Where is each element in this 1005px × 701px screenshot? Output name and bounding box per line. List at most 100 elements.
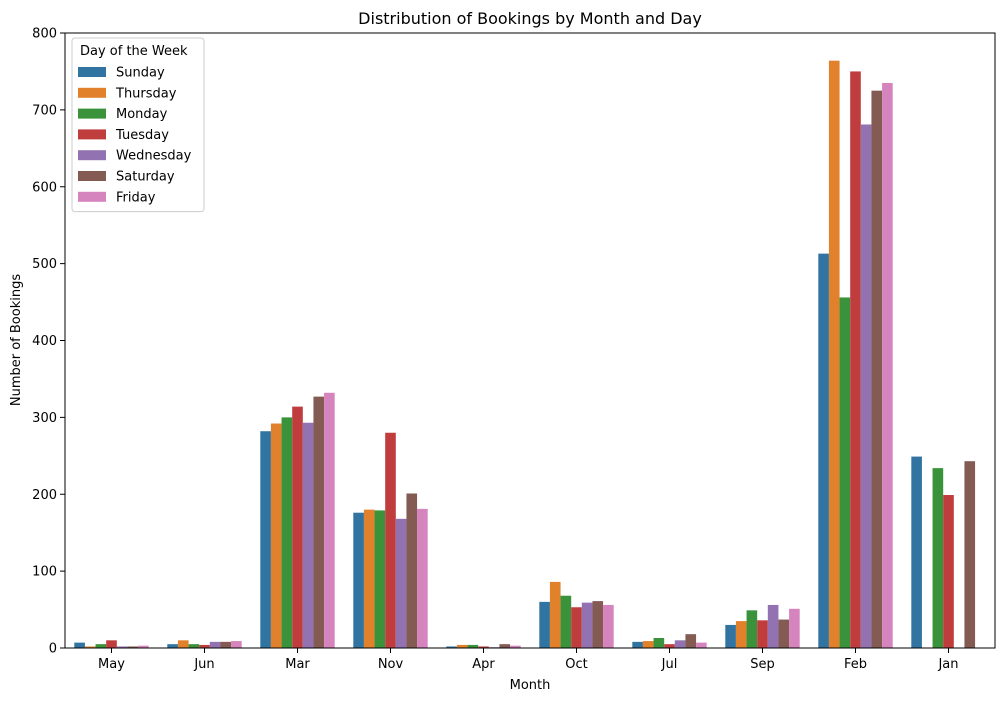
bar-monday-nov — [374, 510, 386, 648]
legend-swatch-thursday — [78, 87, 106, 98]
bar-monday-may — [95, 644, 107, 648]
bar-sunday-jun — [167, 644, 178, 648]
bar-saturday-mar — [313, 396, 325, 648]
bar-thursday-sep — [735, 621, 747, 648]
x-tick-label: Nov — [378, 657, 404, 672]
bar-monday-jan — [932, 468, 944, 648]
bar-saturday-jul — [685, 634, 697, 648]
bar-wednesday-jul — [674, 640, 686, 648]
x-tick-label: Apr — [472, 657, 495, 672]
bar-wednesday-feb — [860, 124, 872, 648]
y-tick-label: 400 — [32, 334, 57, 349]
bar-friday-sep — [789, 608, 800, 648]
bar-wednesday-may — [116, 646, 128, 648]
bar-saturday-jan — [964, 461, 976, 648]
bar-tuesday-feb — [850, 71, 861, 648]
y-tick-label: 0 — [49, 642, 57, 657]
legend: Day of the Week Sunday Thursday Monday Tuesd… — [71, 37, 205, 213]
y-tick-label: 200 — [32, 488, 57, 503]
bar-friday-jul — [696, 642, 707, 648]
legend-swatch-saturday — [78, 171, 106, 181]
y-tick-label: 800 — [32, 27, 57, 42]
bar-sunday-jan — [911, 456, 922, 648]
y-axis: 0 100 200 300 400 500 600 700 800 — [32, 27, 65, 657]
x-tick-label: Sep — [750, 657, 775, 672]
bar-thursday-mar — [270, 423, 282, 648]
bar-saturday-may — [127, 646, 139, 648]
bar-sunday-sep — [725, 624, 736, 648]
bar-sunday-mar — [260, 431, 271, 648]
legend-label-tuesday: Tuesday — [115, 128, 169, 143]
x-axis-label: Month — [510, 678, 551, 693]
x-tick-label: Jul — [661, 657, 678, 672]
bar-sunday-may — [74, 642, 85, 648]
bar-friday-oct — [603, 604, 614, 648]
bar-thursday-jul — [642, 641, 654, 648]
x-tick-label: Oct — [565, 657, 587, 672]
legend-frame — [71, 37, 205, 213]
legend-label-sunday: Sunday — [116, 66, 165, 81]
bar-wednesday-oct — [581, 602, 593, 648]
y-tick-label: 100 — [32, 565, 57, 580]
legend-swatch-wednesday — [78, 150, 106, 161]
bar-sunday-feb — [818, 253, 829, 648]
bar-friday-feb — [882, 82, 893, 648]
legend-swatch-friday — [78, 191, 106, 202]
bar-monday-mar — [281, 417, 293, 648]
bar-saturday-jun — [220, 641, 232, 648]
bar-saturday-oct — [592, 601, 604, 648]
bar-friday-jun — [231, 641, 242, 648]
x-tick-label: Feb — [844, 657, 867, 672]
bar-tuesday-mar — [292, 406, 303, 648]
y-axis-label: Number of Bookings — [9, 274, 24, 406]
bar-monday-feb — [839, 297, 851, 648]
bars-group — [74, 60, 976, 649]
bar-saturday-sep — [778, 619, 790, 648]
bar-tuesday-may — [106, 640, 117, 648]
bar-sunday-oct — [539, 601, 550, 648]
bar-friday-mar — [324, 392, 335, 648]
bar-thursday-may — [84, 646, 96, 648]
bar-thursday-apr — [456, 644, 468, 648]
legend-label-monday: Monday — [116, 107, 168, 122]
y-tick-label: 600 — [32, 180, 57, 195]
plot-frame — [64, 32, 996, 649]
bar-monday-sep — [746, 610, 758, 648]
x-axis: May Jun Mar Nov Apr Oct Jul Sep Feb Jan — [98, 648, 959, 672]
bar-thursday-oct — [549, 581, 561, 648]
x-tick-label: May — [98, 657, 125, 672]
bar-wednesday-sep — [767, 604, 779, 648]
bar-saturday-feb — [871, 90, 883, 648]
legend-swatch-tuesday — [78, 129, 106, 140]
bar-tuesday-jan — [943, 495, 954, 648]
bar-wednesday-nov — [395, 518, 407, 648]
bar-friday-apr — [510, 645, 521, 648]
bar-monday-oct — [560, 595, 572, 648]
bar-sunday-jul — [632, 641, 643, 648]
bar-monday-jun — [188, 644, 200, 648]
legend-swatch-monday — [78, 108, 106, 119]
bar-monday-apr — [467, 644, 479, 648]
bar-thursday-feb — [828, 60, 840, 649]
legend-label-thursday: Thursday — [115, 86, 177, 101]
bar-monday-jul — [653, 638, 665, 648]
bar-tuesday-jun — [199, 644, 210, 648]
bar-tuesday-jul — [664, 644, 675, 648]
y-tick-label: 500 — [32, 257, 57, 272]
x-tick-label: Jun — [193, 657, 214, 672]
x-tick-label: Jan — [937, 657, 958, 672]
legend-label-friday: Friday — [116, 190, 156, 205]
y-tick-label: 300 — [32, 411, 57, 426]
bar-sunday-apr — [446, 646, 457, 648]
bar-sunday-nov — [353, 512, 364, 648]
legend-swatch-sunday — [78, 67, 106, 77]
x-tick-label: Mar — [285, 657, 310, 672]
bar-friday-nov — [417, 508, 428, 648]
legend-title: Day of the Week — [80, 44, 188, 59]
bar-thursday-jun — [177, 640, 189, 648]
bar-wednesday-jun — [209, 641, 221, 648]
legend-label-wednesday: Wednesday — [116, 149, 192, 164]
bar-tuesday-oct — [571, 607, 582, 648]
bar-friday-may — [138, 645, 149, 648]
